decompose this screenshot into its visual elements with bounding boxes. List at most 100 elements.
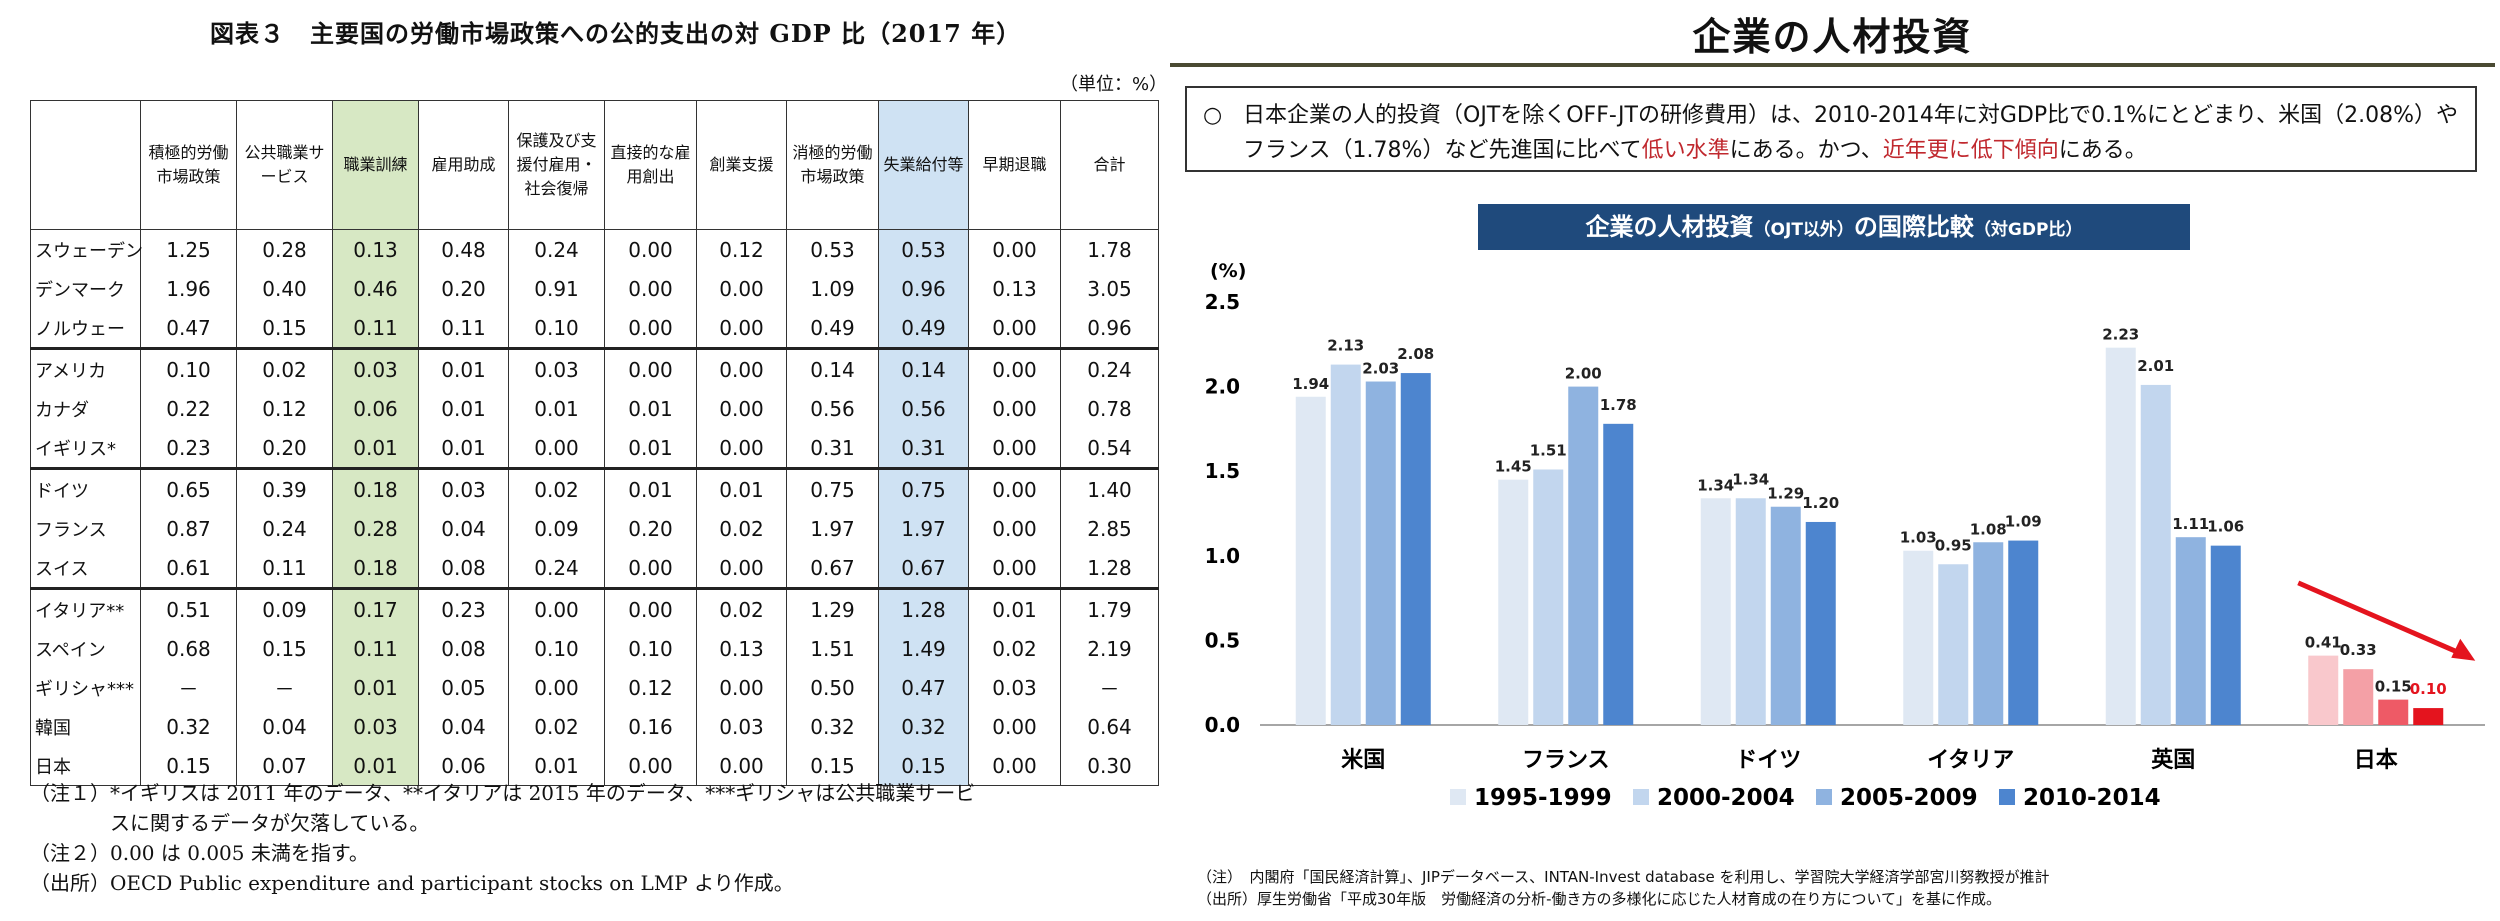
value-cell: 0.00 (696, 389, 787, 428)
value-cell: 0.11 (332, 629, 419, 668)
value-cell: 0.00 (696, 668, 787, 707)
header-vocational-training: 職業訓練 (332, 100, 419, 230)
value-cell: 0.11 (418, 308, 509, 349)
chart-note: （注） 内閣府「国民経済計算」、JIPデータベース、INTAN-Invest d… (1197, 868, 2050, 886)
table-row: 韓国 0.32 0.04 0.03 0.04 0.02 0.16 0.03 0.32 0.32 0.… (30, 707, 1159, 746)
legend-swatch (1999, 789, 2015, 805)
value-cell: 0.02 (968, 629, 1061, 668)
chart-title-sub: （対GDP比） (1973, 220, 2083, 240)
data-label: 1.34 (1697, 476, 1734, 494)
bar-2000-2004 (1330, 364, 1361, 725)
value-cell: 0.47 (878, 668, 969, 707)
value-cell: 0.78 (1060, 389, 1159, 428)
data-label: 0.15 (2375, 678, 2412, 696)
table-note: （注２）0.00 は 0.005 未満を指す。 (30, 841, 369, 865)
summary-highlight-low-level: 低い水準 (1641, 138, 1730, 163)
summary-box: ○ 日本企業の人的投資（OJTを除くOFF-JTの研修費用）は、2010-201… (1185, 86, 2477, 172)
table-row: 日本 0.15 0.07 0.01 0.06 0.01 0.00 0.00 0.15 0.15 0.… (30, 746, 1159, 786)
value-cell: 1.97 (786, 509, 879, 548)
header-public-employment-services: 公共職業サービス (236, 100, 333, 230)
country-cell: ギリシャ*** (30, 668, 141, 707)
value-cell: 0.01 (696, 467, 787, 509)
value-cell: 0.00 (696, 428, 787, 469)
value-cell: 0.20 (236, 428, 333, 469)
value-cell: 0.00 (968, 428, 1061, 469)
data-label: 1.94 (1292, 375, 1329, 393)
table-note: （注１）*イギリスは 2011 年のデータ、**イタリアは 2015 年のデータ… (30, 781, 976, 805)
value-cell: 0.00 (968, 707, 1061, 746)
value-cell: 0.32 (786, 707, 879, 746)
value-cell: 0.11 (332, 308, 419, 349)
value-cell: 0.15 (140, 746, 237, 786)
value-cell: 0.61 (140, 548, 237, 589)
bar-1995-1999 (1295, 396, 1326, 725)
value-cell: 0.00 (968, 746, 1061, 786)
table-notes: （注１）*イギリスは 2011 年のデータ、**イタリアは 2015 年のデータ… (30, 778, 975, 898)
chart-title-sub: （OJT以外） (1753, 220, 1854, 240)
value-cell: 2.19 (1060, 629, 1159, 668)
value-cell: 0.31 (786, 428, 879, 469)
value-cell: 0.12 (236, 389, 333, 428)
header-unemployment-benefits: 失業給付等 (878, 100, 969, 230)
data-label: 2.01 (2137, 357, 2174, 375)
header-active-lmp: 積極的労働市場政策 (140, 100, 237, 230)
chart-title-band: 企業の人材投資（OJT以外）の国際比較（対GDP比） (1478, 204, 2190, 250)
value-cell: 0.03 (508, 347, 605, 389)
data-label: 1.11 (2172, 515, 2209, 533)
value-cell: 0.23 (140, 428, 237, 469)
value-cell: 1.40 (1060, 467, 1159, 509)
country-cell: スウェーデン (30, 229, 143, 269)
value-cell: 0.18 (332, 548, 419, 589)
header-direct-job-creation: 直接的な雇用創出 (604, 100, 697, 230)
data-label: 1.29 (1767, 485, 1804, 503)
country-cell: フランス (30, 509, 141, 548)
value-cell: 0.31 (878, 428, 969, 469)
value-cell: 0.03 (968, 668, 1061, 707)
data-label: 1.45 (1495, 458, 1532, 476)
value-cell: 0.47 (140, 308, 237, 349)
value-cell: 1.29 (786, 587, 879, 629)
legend-label: 2010-2014 (2023, 785, 2161, 811)
value-cell: 0.00 (968, 467, 1061, 509)
value-cell: 0.14 (878, 347, 969, 389)
value-cell: 0.15 (786, 746, 879, 786)
value-cell: 0.67 (878, 548, 969, 589)
country-cell: 韓国 (30, 707, 141, 746)
y-tick-label: 1.0 (1205, 544, 1240, 568)
table-row: イギリス* 0.23 0.20 0.01 0.01 0.00 0.01 0.00 0.31 0.3… (30, 428, 1159, 469)
value-cell: 0.01 (508, 746, 605, 786)
value-cell: 0.20 (604, 509, 697, 548)
value-cell: 1.28 (1060, 548, 1159, 589)
value-cell: 0.00 (508, 428, 605, 469)
value-cell: 0.53 (786, 229, 879, 269)
value-cell: 0.04 (418, 509, 509, 548)
value-cell: 0.28 (236, 229, 333, 269)
x-tick-label: 英国 (2151, 748, 2195, 773)
value-cell: 0.03 (418, 467, 509, 509)
table-note: スに関するデータが欠落している。 (30, 811, 430, 835)
summary-text: にある。かつ、 (1729, 138, 1883, 163)
table-row: ノルウェー 0.47 0.15 0.11 0.11 0.10 0.00 0.00 0.49 0.4… (30, 308, 1159, 349)
value-cell: 0.01 (418, 347, 509, 389)
data-label: 1.06 (2207, 518, 2244, 536)
header-passive-lmp: 消極的労働市場政策 (786, 100, 879, 230)
value-cell: 0.01 (418, 428, 509, 469)
chart-notes: （注） 内閣府「国民経済計算」、JIPデータベース、INTAN-Invest d… (1197, 866, 2050, 910)
bar-chart: (%) 0.0 0.5 1.0 1.5 2.0 2.5 1.94 2.13 2.032.08 米国 1… (1205, 260, 2485, 811)
value-cell: 0.10 (508, 629, 605, 668)
data-label: 0.41 (2305, 634, 2342, 652)
value-cell: 1.09 (786, 269, 879, 308)
value-cell: 3.05 (1060, 269, 1159, 308)
value-cell: 2.85 (1060, 509, 1159, 548)
y-axis-label: (%) (1210, 260, 1246, 282)
table-row: イタリア** 0.51 0.09 0.17 0.23 0.00 0.00 0.02 1.29 1.… (30, 587, 1159, 629)
bar-2010-2014 (2210, 545, 2241, 725)
trend-arrow-line (2297, 580, 2463, 656)
bar-2010-2014 (2008, 540, 2039, 725)
data-label: 2.00 (1565, 365, 1602, 383)
value-cell: 0.13 (332, 229, 419, 269)
value-cell: 0.01 (332, 428, 419, 469)
value-cell: 0.96 (1060, 308, 1159, 349)
value-cell: 0.32 (878, 707, 969, 746)
value-cell: 0.02 (696, 509, 787, 548)
